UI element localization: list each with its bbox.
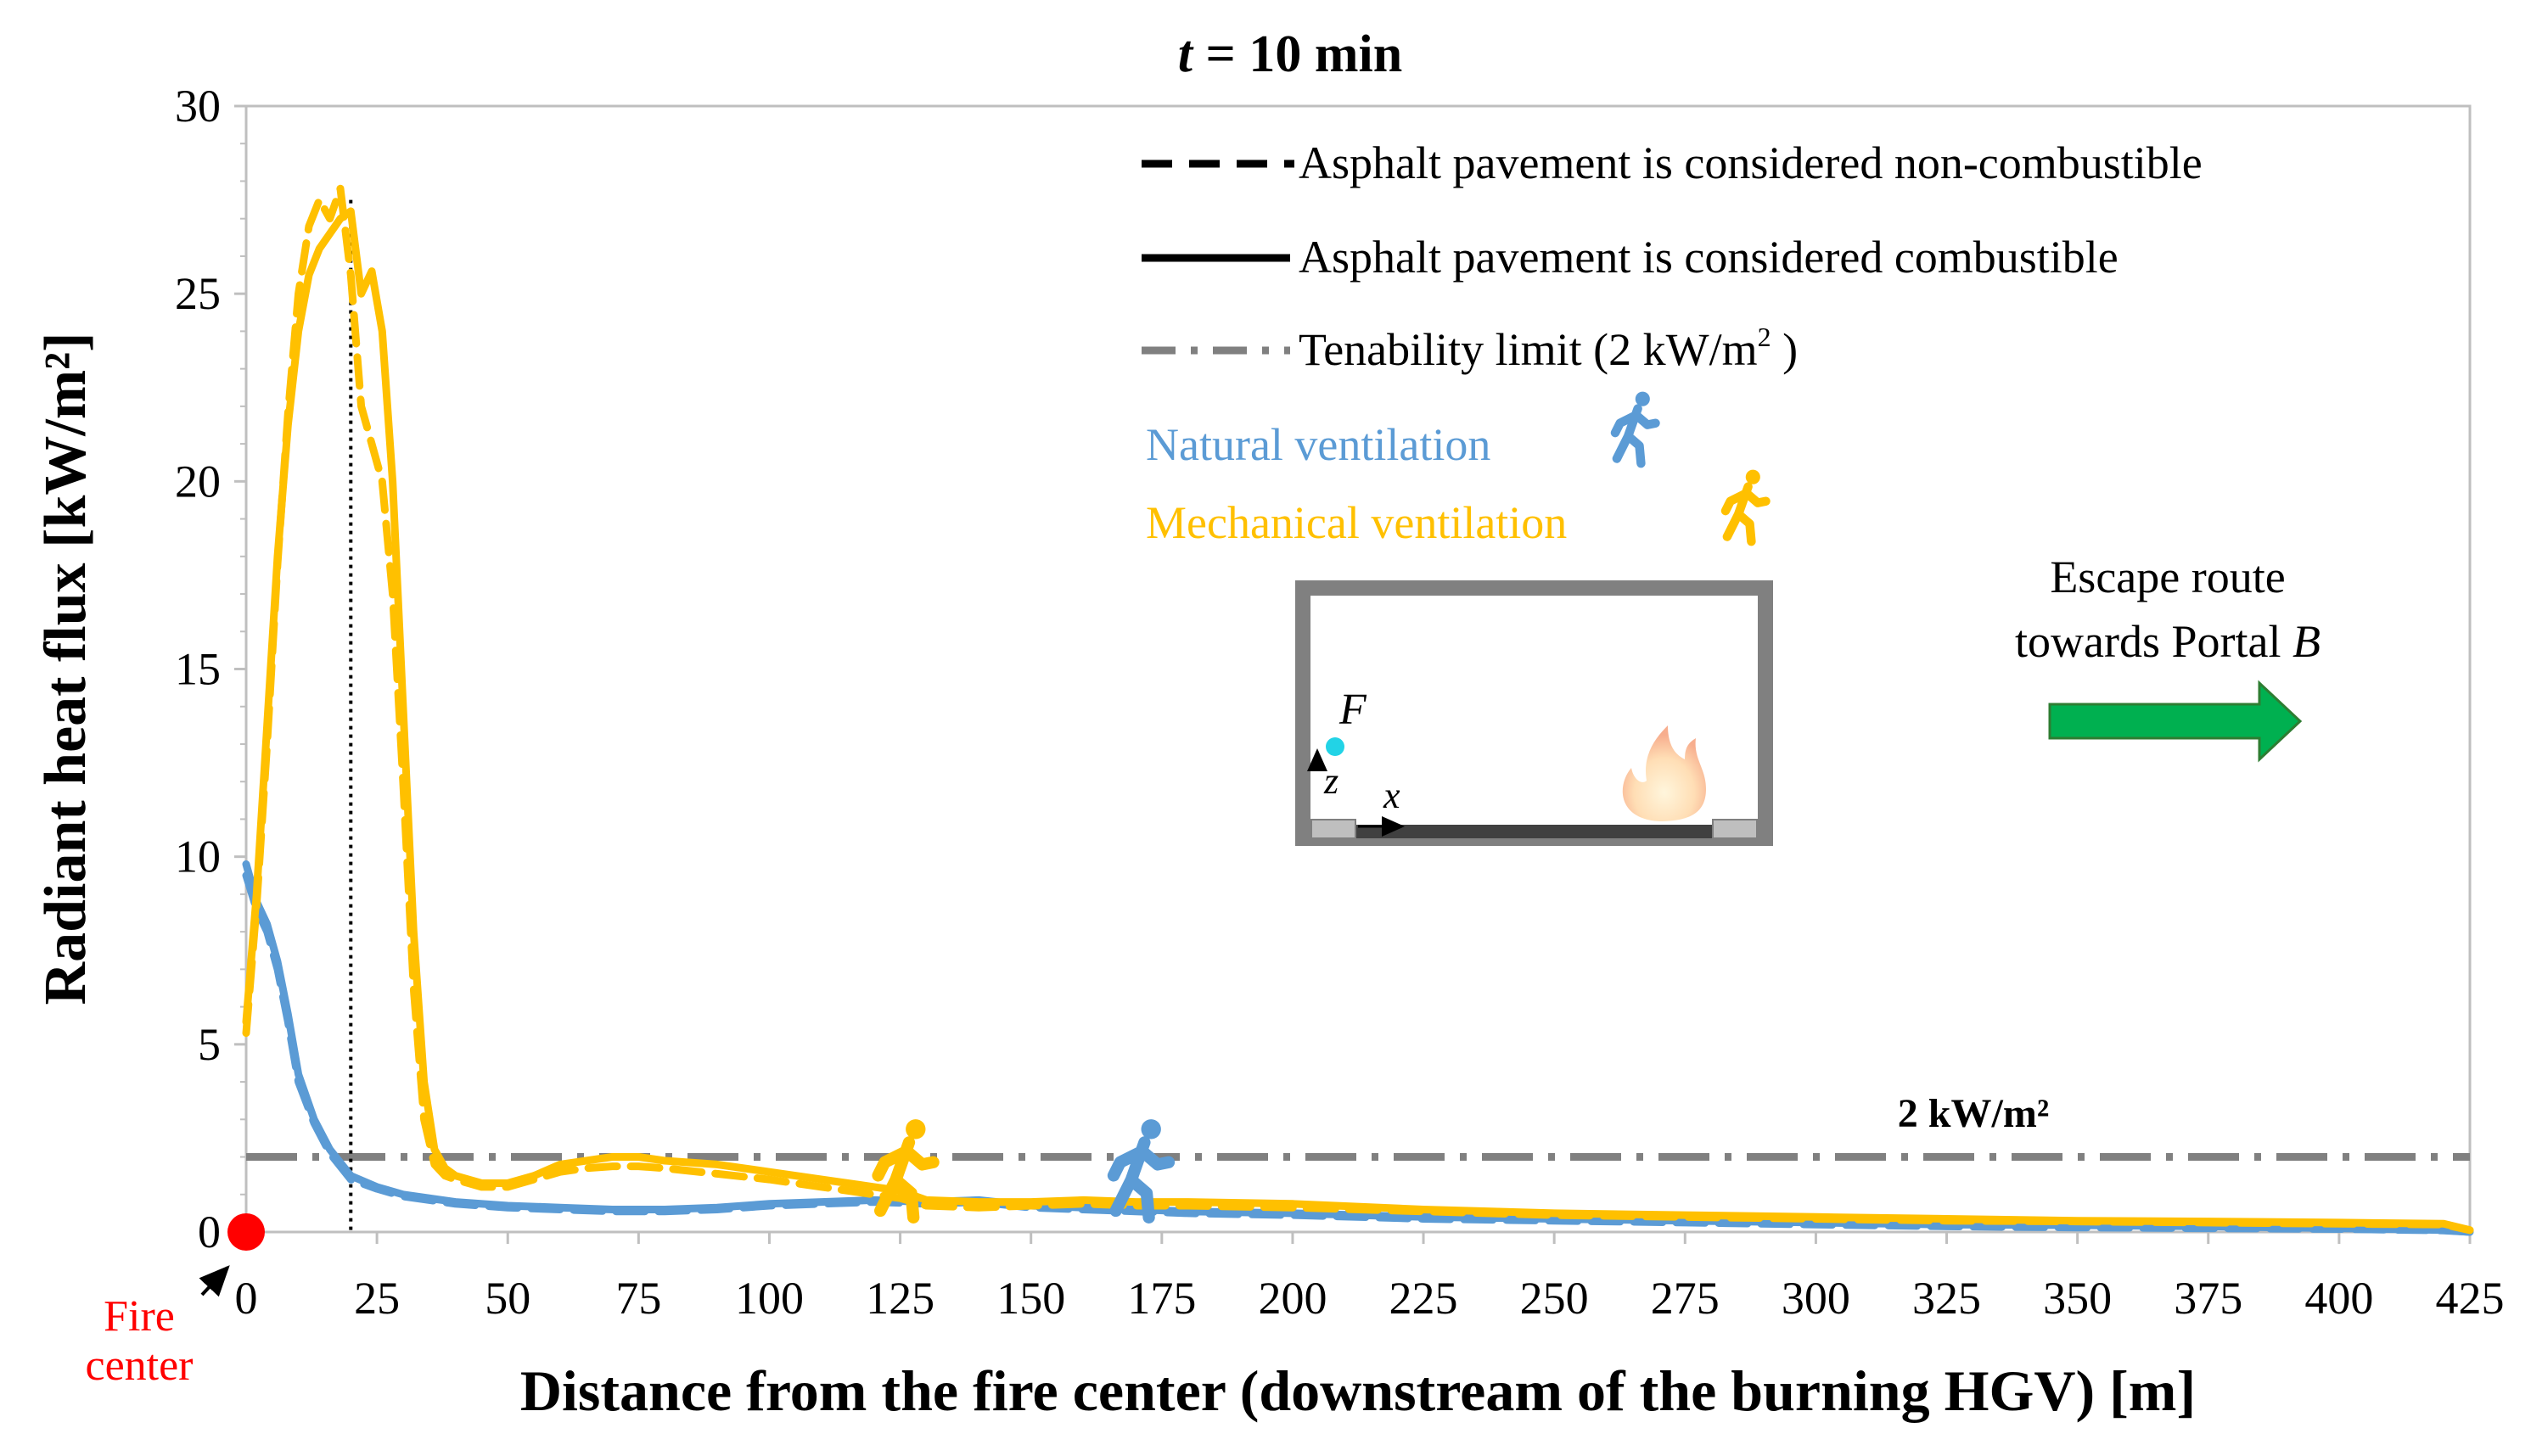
legend-natural-person-icon xyxy=(1610,391,1660,468)
person-body xyxy=(1610,404,1660,468)
fire-center-label-1: Fire xyxy=(104,1292,175,1341)
x-tick-label: 200 xyxy=(1258,1273,1327,1324)
x-tick-label: 50 xyxy=(485,1273,530,1324)
x-tick-label: 150 xyxy=(996,1273,1065,1324)
person-head xyxy=(1141,1119,1161,1140)
flame-icon xyxy=(1622,725,1706,821)
tunnel-curb-right xyxy=(1712,819,1758,839)
tenability-limit-label: 2 kW/m² xyxy=(1898,1091,2049,1136)
legend-mechanical-label: Mechanical ventilation xyxy=(1146,497,1567,548)
legend-limit-text: Tenability limit (2 kW/m xyxy=(1299,324,1758,375)
legend-solid-label: Asphalt pavement is considered combustib… xyxy=(1299,232,2119,283)
x-axis-ticks: 0 25 50 75 100 125 150 175 200 225 250 275 300 325 350… xyxy=(235,1232,2505,1324)
y-tick-label: 5 xyxy=(198,1019,221,1070)
measurement-point xyxy=(1326,737,1344,756)
legend-limit-label: Tenability limit (2 kW/m2 ) xyxy=(1299,322,1798,375)
series-line-mechanical-solid xyxy=(242,207,2474,1235)
escape-route-label-2: towards Portal B xyxy=(2015,616,2321,667)
legend-limit-superscript: 2 xyxy=(1758,322,1771,352)
x-tick-label: 300 xyxy=(1782,1273,1850,1324)
fire-center-label-2: center xyxy=(85,1341,193,1390)
x-tick-label: 175 xyxy=(1127,1273,1196,1324)
legend-mechanical-person-icon xyxy=(1720,469,1771,546)
measurement-point-label: F xyxy=(1338,686,1367,734)
person-body xyxy=(1107,1136,1176,1224)
x-tick-label: 350 xyxy=(2043,1273,2112,1324)
person-head xyxy=(1635,391,1650,406)
series-line-natural-solid xyxy=(242,860,2474,1236)
chart-title: t = 10 min xyxy=(1178,25,1402,83)
chart-title-variable: t xyxy=(1178,25,1194,83)
y-tick-label: 20 xyxy=(175,456,221,507)
chart-title-text: = 10 min xyxy=(1193,25,1402,83)
legend-natural-label: Natural ventilation xyxy=(1146,419,1490,470)
tunnel-curb-left xyxy=(1310,819,1356,839)
x-tick-label: 75 xyxy=(615,1273,661,1324)
z-axis-label: z xyxy=(1323,760,1338,802)
x-tick-label: 250 xyxy=(1520,1273,1589,1324)
x-tick-label: 275 xyxy=(1651,1273,1720,1324)
y-tick-label: 30 xyxy=(175,81,221,132)
escape-route-label-2-text: towards Portal xyxy=(2015,616,2292,667)
escape-route-label-2-portal: B xyxy=(2292,616,2321,667)
mechanical-person-icon xyxy=(872,1119,940,1224)
tunnel-inset: F z x xyxy=(1295,580,1773,846)
person-body xyxy=(872,1136,940,1224)
x-axis-inset-label: x xyxy=(1383,775,1400,816)
person-head xyxy=(906,1119,926,1140)
fire-center-marker xyxy=(227,1213,265,1251)
tunnel-road xyxy=(1311,825,1757,838)
x-tick-label: 25 xyxy=(354,1273,400,1324)
person-body xyxy=(1720,482,1771,546)
x-tick-label: 125 xyxy=(866,1273,934,1324)
x-tick-label: 425 xyxy=(2436,1273,2505,1324)
x-tick-label: 100 xyxy=(735,1273,804,1324)
y-tick-label: 25 xyxy=(175,268,221,319)
person-head xyxy=(1745,469,1760,484)
legend-limit-suffix: ) xyxy=(1771,324,1798,375)
x-tick-label: 400 xyxy=(2304,1273,2373,1324)
escape-route-arrow xyxy=(2048,680,2303,763)
x-tick-label: 325 xyxy=(1912,1273,1981,1324)
series-line-natural-dashed xyxy=(242,871,2474,1236)
y-tick-label: 0 xyxy=(198,1207,221,1257)
series-group xyxy=(242,184,2474,1236)
y-tick-label: 10 xyxy=(175,832,221,882)
legend-dashed-label: Asphalt pavement is considered non-combu… xyxy=(1299,137,2203,188)
y-tick-label: 15 xyxy=(175,644,221,695)
natural-person-icon xyxy=(1107,1119,1176,1224)
legend: Asphalt pavement is considered non-combu… xyxy=(1142,137,2203,548)
x-axis-label: Distance from the fire center (downstrea… xyxy=(520,1358,2196,1423)
series-line-mechanical-dashed xyxy=(242,184,2474,1235)
escape-route-label-1: Escape route xyxy=(2050,552,2285,602)
x-tick-label: 225 xyxy=(1389,1273,1458,1324)
x-tick-label: 0 xyxy=(235,1273,258,1324)
x-tick-label: 375 xyxy=(2174,1273,2242,1324)
escape-route: Escape route towards Portal B xyxy=(2015,552,2321,763)
fire-center-arrow xyxy=(199,1265,230,1297)
y-axis-label: Radiant heat flux [kW/m²] xyxy=(33,333,98,1005)
y-axis-ticks: 0 5 10 15 20 25 30 xyxy=(175,81,246,1257)
